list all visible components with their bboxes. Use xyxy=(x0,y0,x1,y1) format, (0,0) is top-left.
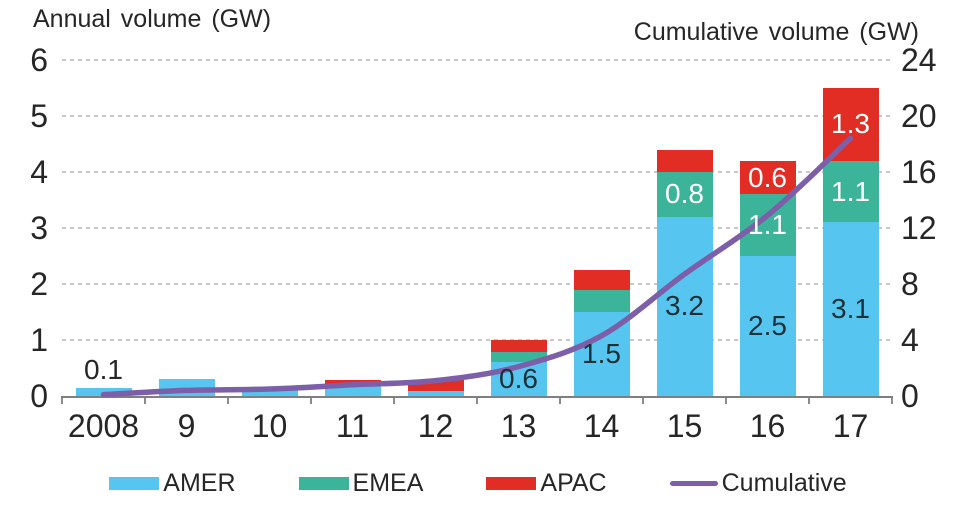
bar-value-label: 2.5 xyxy=(748,310,787,341)
x-axis-tick-label: 9 xyxy=(177,408,196,444)
legend-label: APAC xyxy=(540,469,607,497)
legend-label: Cumulative xyxy=(721,469,847,497)
cumulative-line xyxy=(100,135,854,398)
gridline xyxy=(62,115,892,117)
legend-item-cumulative: Cumulative xyxy=(669,469,847,498)
bar-value-label: 1.5 xyxy=(582,338,621,369)
x-axis-tick-mark xyxy=(144,398,146,404)
legend-label: EMEA xyxy=(352,469,424,497)
bar-value-label: 3.2 xyxy=(665,290,704,322)
bar-value-label: 0.8 xyxy=(665,178,704,210)
legend-item-emea: EMEA xyxy=(298,469,424,498)
right-axis-tick-label: 16 xyxy=(901,154,937,190)
bar-segment-apac xyxy=(573,270,630,290)
x-axis-tick-label: 2008 xyxy=(67,408,140,444)
right-axis-title: Cumulative volume (GW) xyxy=(633,18,919,46)
bar-value-label: 0.6 xyxy=(499,363,538,395)
bar-value-label: 3.1 xyxy=(831,293,870,325)
right-axis-tick-label: 0 xyxy=(901,378,919,414)
x-axis-tick-mark xyxy=(725,398,727,404)
x-axis-tick-label: 13 xyxy=(500,408,537,444)
bar-value-label: 1.1 xyxy=(831,175,870,207)
x-axis-tick-mark xyxy=(559,398,561,404)
bar-segment-apac xyxy=(324,380,381,385)
bar-segment-amer xyxy=(75,387,132,396)
legend-label: AMER xyxy=(163,469,236,497)
left-axis-title: Annual volume (GW) xyxy=(33,5,272,33)
bar-segment-amer xyxy=(158,379,215,396)
left-axis-tick-label: 5 xyxy=(30,98,48,134)
x-axis-tick-label: 14 xyxy=(583,408,620,444)
bar-segment-amer xyxy=(241,389,298,396)
right-axis-tick-label: 24 xyxy=(901,42,937,78)
bar-segment-amer xyxy=(324,384,381,396)
bar-segment-apac xyxy=(656,149,713,172)
bar-segment-amer xyxy=(407,390,464,396)
legend-swatch-amer xyxy=(109,477,160,490)
x-axis-tick-label: 12 xyxy=(417,408,454,444)
x-axis-tick-mark xyxy=(808,398,810,404)
x-axis-tick-label: 16 xyxy=(749,408,786,444)
gridline xyxy=(62,59,892,61)
right-axis-tick-label: 20 xyxy=(901,98,937,134)
legend-swatch-apac xyxy=(486,477,537,490)
x-axis-tick-mark xyxy=(642,398,644,404)
x-axis-tick-mark xyxy=(227,398,229,404)
x-axis-tick-mark xyxy=(61,398,63,404)
x-axis-tick-label: 15 xyxy=(666,408,703,444)
bar-total-label: 0.1 xyxy=(84,353,123,385)
bar-value-label: 0.6 xyxy=(748,161,787,193)
x-axis-tick-label: 10 xyxy=(251,408,288,444)
x-axis-tick-label: 17 xyxy=(832,408,869,444)
legend-item-apac: APAC xyxy=(486,469,607,498)
bar-segment-emea xyxy=(573,289,630,312)
x-axis-tick-mark xyxy=(393,398,395,404)
right-axis-tick-label: 12 xyxy=(901,210,937,246)
bar-segment-apac xyxy=(407,379,464,391)
left-axis-tick-label: 2 xyxy=(30,266,48,302)
x-axis-tick-mark xyxy=(891,398,893,404)
bar-value-label: 1.1 xyxy=(748,209,787,241)
bar-segment-apac xyxy=(490,340,547,353)
right-axis-tick-label: 8 xyxy=(901,266,919,302)
legend: AMER EMEA APAC Cumulative xyxy=(0,469,956,498)
left-axis-tick-label: 6 xyxy=(30,42,48,78)
legend-swatch-emea xyxy=(298,477,349,490)
x-axis-tick-mark xyxy=(310,398,312,404)
left-axis-tick-label: 0 xyxy=(30,378,48,414)
bar-segment-emea xyxy=(490,352,547,363)
legend-item-amer: AMER xyxy=(109,469,236,498)
x-axis-tick-label: 11 xyxy=(335,408,370,444)
x-axis-tick-mark xyxy=(476,398,478,404)
left-axis-tick-label: 1 xyxy=(30,322,48,358)
right-axis-tick-label: 4 xyxy=(901,322,919,358)
left-axis-tick-label: 3 xyxy=(30,210,48,246)
legend-line-swatch-cumulative xyxy=(669,481,718,486)
left-axis-tick-label: 4 xyxy=(30,154,48,190)
bar-value-label: 1.3 xyxy=(831,108,870,140)
